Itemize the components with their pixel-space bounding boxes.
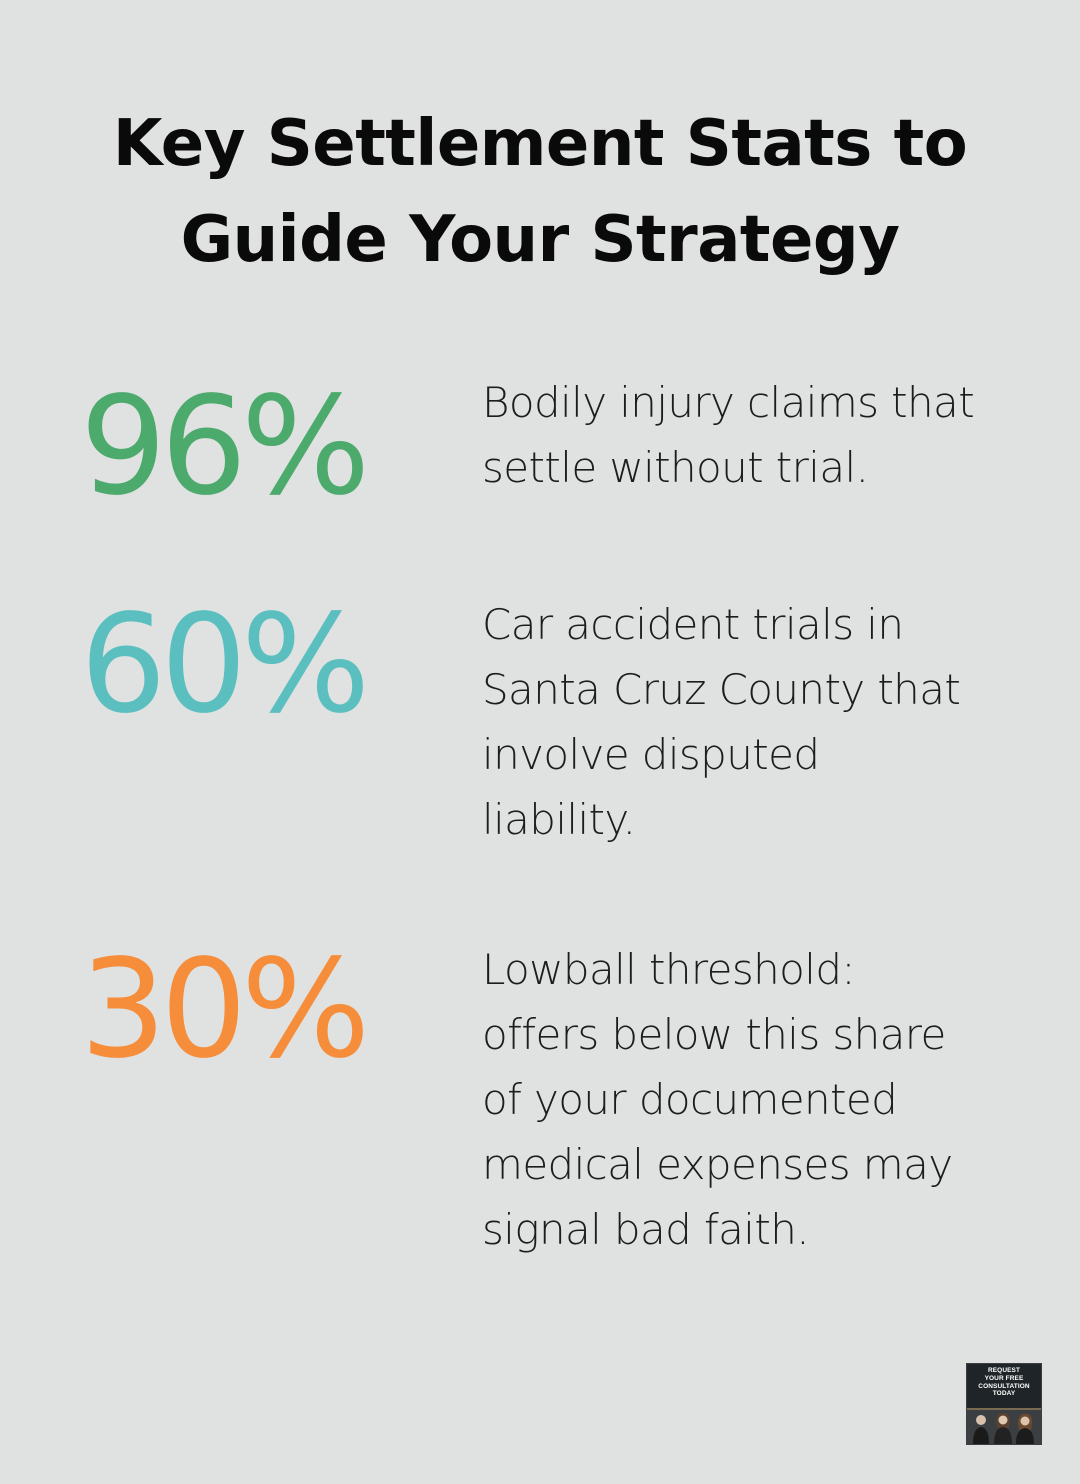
stat-3-line-3: of your documented bbox=[482, 1075, 898, 1124]
stat-2-line-3: involve disputed bbox=[482, 730, 820, 779]
stat-1-line-2: settle without trial. bbox=[482, 443, 869, 492]
stat-value-96: 96% bbox=[80, 368, 370, 526]
stat-value-60: 60% bbox=[80, 586, 370, 744]
title-line-2: Guide Your Strategy bbox=[180, 203, 900, 277]
stat-2-line-1: Car accident trials in bbox=[482, 600, 904, 649]
stat-description-1: Bodily injury claims that settle without… bbox=[482, 370, 1022, 500]
page-title: Key Settlement Stats to Guide Your Strat… bbox=[0, 96, 1080, 288]
badge-line-3: CONSULTATION bbox=[978, 1382, 1030, 1390]
attorneys-photo-icon bbox=[967, 1408, 1041, 1444]
stat-3-line-5: signal bad faith. bbox=[482, 1205, 810, 1254]
stat-2-line-4: liability. bbox=[482, 795, 636, 844]
badge-line-1: REQUEST bbox=[987, 1367, 1021, 1374]
stat-2-line-2: Santa Cruz County that bbox=[482, 665, 961, 714]
stat-3-line-4: medical expenses may bbox=[482, 1140, 953, 1189]
stat-3-line-2: offers below this share bbox=[482, 1010, 946, 1059]
consultation-badge[interactable]: REQUEST YOUR FREE CONSULTATION TODAY bbox=[966, 1363, 1042, 1445]
title-line-1: Key Settlement Stats to bbox=[112, 107, 968, 181]
stat-value-30: 30% bbox=[80, 931, 370, 1089]
stat-description-3: Lowball threshold: offers below this sha… bbox=[482, 937, 1022, 1262]
badge-line-4: TODAY bbox=[992, 1390, 1016, 1398]
stat-3-line-1: Lowball threshold: bbox=[482, 945, 856, 994]
badge-line-2: YOUR FREE bbox=[984, 1374, 1024, 1382]
badge-text: REQUEST YOUR FREE CONSULTATION TODAY bbox=[967, 1367, 1041, 1398]
stat-description-2: Car accident trials in Santa Cruz County… bbox=[482, 592, 1022, 852]
stat-1-line-1: Bodily injury claims that bbox=[482, 378, 975, 427]
